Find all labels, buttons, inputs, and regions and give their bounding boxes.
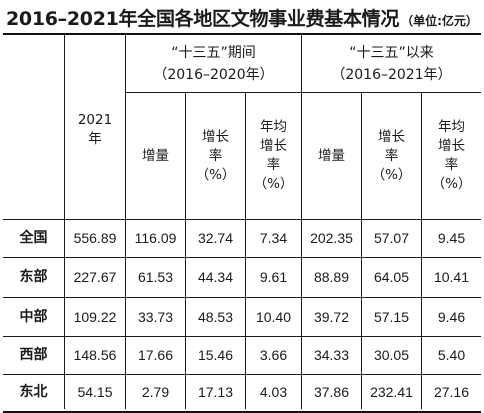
unit-text: （单位:亿元） bbox=[401, 14, 478, 28]
table-cell: 17.13 bbox=[197, 383, 234, 400]
table-cell: 9.45 bbox=[437, 230, 466, 246]
table-cell: 227.67 bbox=[73, 269, 117, 285]
table-cell: 10.40 bbox=[255, 308, 292, 325]
header-growth-rate-2: 增长 率 （%） bbox=[371, 128, 412, 183]
table-cell: 4.03 bbox=[259, 383, 288, 400]
header-group-1-title: “十三五”期间 bbox=[171, 44, 256, 61]
table-cell: 88.89 bbox=[313, 269, 350, 285]
table-cell: 148.56 bbox=[73, 347, 117, 363]
table-rule bbox=[3, 336, 481, 337]
table-rule bbox=[185, 92, 186, 409]
row-label-national: 全国 bbox=[19, 230, 48, 246]
header-2021-year: 2021 年 bbox=[77, 112, 113, 147]
table-rule bbox=[3, 219, 481, 220]
table-cell: 61.53 bbox=[137, 269, 174, 285]
header-group-13th-five-year: “十三五”期间 （2016–2020年） bbox=[126, 35, 301, 92]
table-cell: 37.86 bbox=[313, 383, 350, 400]
table-cell: 57.07 bbox=[373, 230, 410, 246]
table-cell: 30.05 bbox=[373, 347, 410, 363]
table-rule bbox=[125, 92, 481, 93]
table-cell: 556.89 bbox=[73, 230, 117, 246]
table-cell: 3.66 bbox=[259, 347, 288, 363]
table-cell: 2.79 bbox=[141, 383, 170, 400]
table-cell: 54.15 bbox=[77, 383, 113, 400]
table-cell: 15.46 bbox=[197, 347, 234, 363]
table-cell: 44.34 bbox=[197, 269, 234, 285]
header-group-2-title: “十三五”以来 bbox=[349, 44, 434, 61]
table-rule bbox=[64, 35, 65, 409]
table-cell: 7.34 bbox=[259, 230, 288, 246]
header-group-1-period: （2016–2020年） bbox=[153, 66, 274, 83]
table-rule bbox=[3, 297, 481, 298]
table-cell: 9.61 bbox=[259, 269, 288, 285]
table-rule bbox=[3, 257, 481, 258]
table-cell: 202.35 bbox=[310, 230, 353, 246]
row-label-northeast: 东北 bbox=[19, 383, 48, 400]
table-cell: 9.46 bbox=[437, 308, 466, 325]
table-cell: 10.41 bbox=[433, 269, 470, 285]
table-cell: 57.15 bbox=[373, 308, 410, 325]
table-cell: 116.09 bbox=[134, 230, 177, 246]
table-cell: 64.05 bbox=[373, 269, 410, 285]
table-cell: 33.73 bbox=[137, 308, 174, 325]
table-cell: 109.22 bbox=[73, 308, 117, 325]
header-group-2-period: （2016–2021年） bbox=[331, 66, 452, 83]
table-rule bbox=[421, 92, 422, 409]
row-label-east: 东部 bbox=[19, 269, 48, 285]
table-cell: 34.33 bbox=[313, 347, 350, 363]
header-increment-2: 增量 bbox=[318, 147, 345, 164]
header-growth-rate-1: 增长 率 （%） bbox=[195, 128, 236, 183]
table-cell: 5.40 bbox=[437, 347, 466, 363]
table-cell: 32.74 bbox=[197, 230, 234, 246]
row-label-central: 中部 bbox=[19, 308, 48, 325]
data-table: 2021 年 “十三五”期间 （2016–2020年） “十三五”以来 （201… bbox=[3, 33, 481, 413]
table-rule bbox=[361, 92, 362, 409]
table-cell: 27.16 bbox=[433, 383, 470, 400]
table-rule bbox=[245, 92, 246, 409]
table-rule bbox=[125, 35, 126, 409]
title-text: 2016–2021年全国各地区文物事业费基本情况 bbox=[6, 8, 400, 30]
table-cell: 48.53 bbox=[197, 308, 234, 325]
table-cell: 17.66 bbox=[137, 347, 174, 363]
table-title: 2016–2021年全国各地区文物事业费基本情况 （单位:亿元） bbox=[6, 4, 478, 30]
table-cell: 39.72 bbox=[313, 308, 350, 325]
table-rule bbox=[3, 374, 481, 375]
row-label-west: 西部 bbox=[19, 347, 48, 363]
header-group-since-13th: “十三五”以来 （2016–2021年） bbox=[302, 35, 481, 92]
header-annual-growth-rate-1: 年均 增长 率 （%） bbox=[253, 119, 294, 192]
header-annual-growth-rate-2: 年均 增长 率 （%） bbox=[431, 119, 472, 192]
table-rule bbox=[301, 35, 302, 409]
header-increment-1: 增量 bbox=[142, 147, 169, 164]
table-cell: 232.41 bbox=[370, 383, 413, 400]
